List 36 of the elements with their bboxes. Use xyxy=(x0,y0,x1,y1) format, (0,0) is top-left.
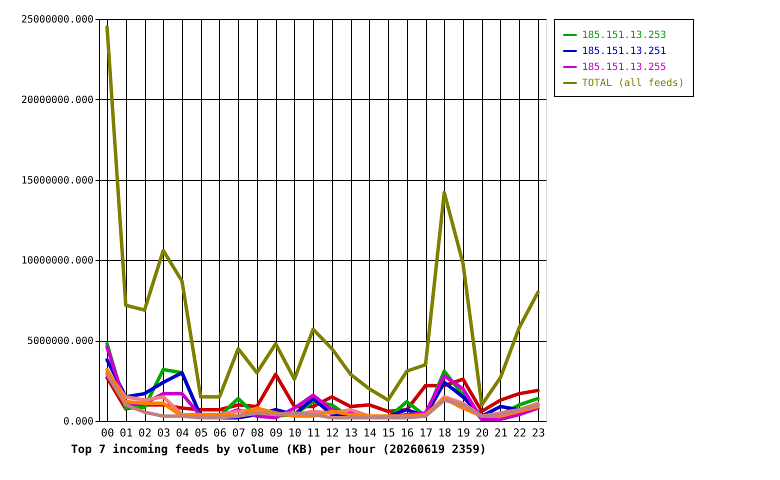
x-tick-label: 23 xyxy=(532,426,546,440)
x-tick-label: 07 xyxy=(232,426,246,440)
y-tick-label: 20000000.000 xyxy=(21,94,94,106)
x-tick-label: 13 xyxy=(344,426,358,440)
x-tick-label: 11 xyxy=(307,426,320,440)
text: Top 7 incoming feeds by volume (KB) per hour (20260619 2359) xyxy=(71,442,486,456)
x-tick-label: 00 xyxy=(100,426,114,440)
legend-label: 185.151.13.251 xyxy=(582,46,666,57)
x-tick-label: 03 xyxy=(157,426,170,440)
legend-label: 185.151.13.255 xyxy=(582,62,666,73)
x-tick-label: 17 xyxy=(419,426,433,440)
y-tick-label: 15000000.000 xyxy=(21,175,94,186)
y-tick-label: 10000000.000 xyxy=(21,256,94,267)
x-tick-label: 05 xyxy=(194,426,208,440)
y-tick-label: 25000000.000 xyxy=(21,14,94,26)
legend-label: TOTAL (all feeds) xyxy=(582,78,684,89)
x-tick-label: 15 xyxy=(382,426,396,440)
x-tick-label: 08 xyxy=(250,426,264,440)
legend-label: 185.151.13.253 xyxy=(582,30,666,41)
x-tick-label: 19 xyxy=(456,426,470,440)
line-series xyxy=(105,25,540,407)
x-tick-label: 06 xyxy=(213,426,227,440)
x-tick-label: 01 xyxy=(120,426,133,440)
x-tick-label: 04 xyxy=(176,426,190,440)
x-tick-label: 14 xyxy=(363,426,377,440)
x-tick-label: 09 xyxy=(270,426,283,440)
x-tick-label: 18 xyxy=(438,426,452,440)
x-tick-label: 16 xyxy=(400,426,414,440)
y-tick-label: 0.000 xyxy=(63,416,94,428)
x-tick-label: 10 xyxy=(288,426,302,440)
x-tick-label: 21 xyxy=(494,426,508,440)
x-tick-label: 22 xyxy=(513,426,526,440)
x-tick-label: 12 xyxy=(326,426,339,440)
x-tick-label: 20 xyxy=(476,426,489,440)
x-tick-label: 02 xyxy=(138,426,152,440)
y-tick-label: 5000000.000 xyxy=(27,336,94,348)
